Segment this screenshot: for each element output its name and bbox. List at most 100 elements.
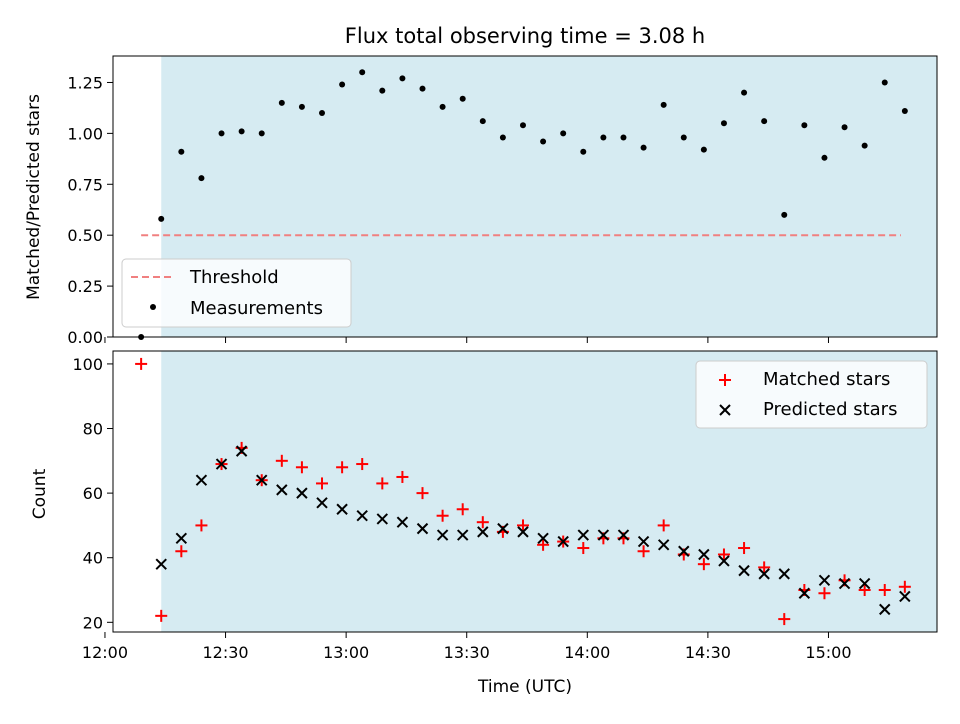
measurement-point xyxy=(379,87,386,94)
x-tick-label: 12:30 xyxy=(202,643,248,662)
measurement-point xyxy=(881,79,888,86)
matched-star-point xyxy=(456,503,469,516)
matched-star-point xyxy=(396,470,409,483)
measurement-point xyxy=(178,148,185,155)
y-tick-label: 0.50 xyxy=(67,226,103,245)
matched-star-point xyxy=(436,509,449,522)
predicted-star-point xyxy=(215,458,228,470)
matched-star-point xyxy=(697,558,710,571)
predicted-star-point xyxy=(657,539,670,551)
predicted-star-point xyxy=(557,535,569,548)
y-tick-label: 60 xyxy=(83,484,103,503)
predicted-star-point xyxy=(537,532,549,545)
predicted-star-point xyxy=(577,529,589,541)
predicted-star-point xyxy=(617,529,630,541)
predicted-star-point xyxy=(336,503,348,515)
matched-star-point xyxy=(818,587,831,600)
top-panel: 0.00 0.25 0.50 0.75 1.00 1.25 Flux total obse… xyxy=(24,24,938,347)
y-tick-label: 0.75 xyxy=(67,175,103,194)
legend-predicted-label: Predicted stars xyxy=(763,399,897,420)
top-y-axis-label: Matched/Predicted stars xyxy=(24,94,44,300)
legend-threshold-label: Threshold xyxy=(189,267,279,288)
measurement-point xyxy=(258,130,265,137)
predicted-star-point xyxy=(758,568,770,580)
x-tick-label: 12:00 xyxy=(82,643,128,662)
measurement-point xyxy=(640,144,647,151)
predicted-star-point xyxy=(597,529,610,541)
predicted-star-point xyxy=(698,548,710,561)
predicted-star-point xyxy=(195,474,208,486)
matched-star-point xyxy=(476,516,489,529)
measurement-point xyxy=(339,81,346,88)
measurement-point xyxy=(901,107,908,114)
matched-star-point xyxy=(195,519,208,532)
measurement-point xyxy=(781,211,788,218)
predicted-star-point xyxy=(416,522,429,535)
measurement-point xyxy=(298,103,305,110)
x-tick-label: 14:00 xyxy=(564,643,610,662)
y-tick-label: 40 xyxy=(83,549,103,568)
predicted-star-point xyxy=(517,526,529,538)
measurement-point xyxy=(660,101,667,108)
measurement-point xyxy=(620,134,627,141)
y-tick-label: 100 xyxy=(72,355,103,374)
matched-star-point xyxy=(275,454,288,467)
predicted-star-point xyxy=(899,590,911,603)
measurement-point xyxy=(741,89,748,96)
bottom-y-axis-label: Count xyxy=(30,468,50,519)
matched-star-point xyxy=(295,461,308,474)
x-tick-label: 14:30 xyxy=(685,643,731,662)
measurement-point xyxy=(419,85,426,92)
x-tick-label: 13:30 xyxy=(444,643,490,662)
predicted-star-point xyxy=(858,577,871,590)
y-tick-label: 1.25 xyxy=(67,73,103,92)
matched-star-point xyxy=(316,477,329,490)
predicted-star-point xyxy=(678,545,690,557)
measurement-point xyxy=(861,142,868,149)
predicted-star-point xyxy=(879,603,891,616)
top-legend: Threshold Measurements xyxy=(121,258,352,328)
predicted-star-point xyxy=(798,587,811,599)
x-tick-label: 15:00 xyxy=(805,643,851,662)
predicted-star-point xyxy=(316,497,328,509)
measurement-point xyxy=(700,146,707,153)
bottom-x-axis-label: Time (UTC) xyxy=(477,677,572,697)
x-tick-label: 13:00 xyxy=(323,643,369,662)
top-plot-frame xyxy=(112,55,938,338)
matched-star-point xyxy=(637,545,650,558)
measurement-point xyxy=(479,118,486,125)
predicted-star-point xyxy=(436,529,449,541)
measurement-point xyxy=(720,120,727,127)
measurement-point xyxy=(821,154,828,161)
measurement-point xyxy=(540,138,547,145)
measurement-point xyxy=(560,130,567,137)
bottom-legend: Matched stars Predicted stars xyxy=(695,360,928,429)
y-tick-label: 80 xyxy=(83,420,103,439)
predicted-star-point xyxy=(296,487,308,499)
matched-star-point xyxy=(898,580,911,593)
matched-star-point xyxy=(537,538,550,551)
predicted-star-point xyxy=(718,555,730,567)
predicted-star-point xyxy=(155,558,167,570)
measurement-point xyxy=(519,122,526,129)
measurement-point xyxy=(439,103,446,110)
matched-star-point xyxy=(155,609,168,622)
measurement-point xyxy=(459,95,466,102)
predicted-star-point xyxy=(738,564,750,577)
legend-predicted-swatch xyxy=(719,404,731,416)
measurement-point xyxy=(580,148,587,155)
measurement-point xyxy=(399,75,406,82)
predicted-star-point xyxy=(356,510,368,522)
predicted-star-point xyxy=(456,529,469,541)
measurement-point xyxy=(499,134,506,141)
predicted-star-point xyxy=(477,526,489,538)
matched-star-point xyxy=(657,519,670,532)
measurement-point xyxy=(218,130,225,137)
measurement-point xyxy=(238,128,245,135)
predicted-star-point xyxy=(276,484,288,496)
measurement-point xyxy=(198,175,205,182)
matched-star-point xyxy=(878,584,891,597)
matched-star-point xyxy=(175,545,188,558)
y-tick-label: 0.00 xyxy=(67,328,103,347)
